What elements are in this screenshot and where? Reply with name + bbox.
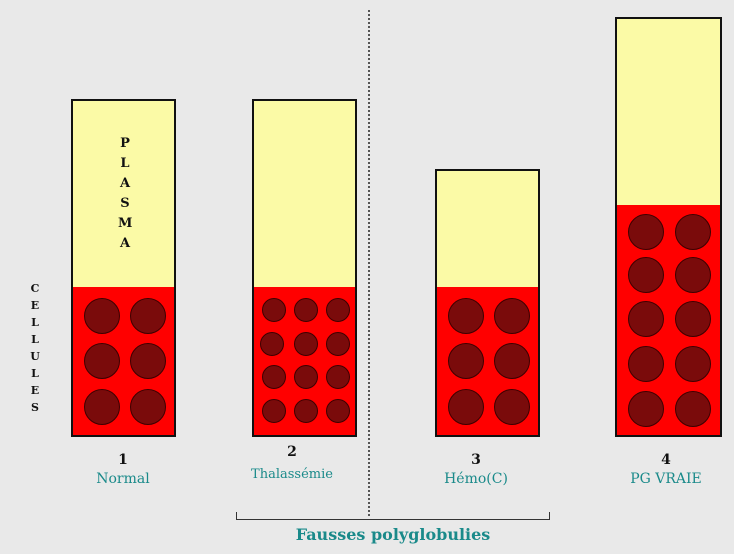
vertical-letter: L [120,156,130,171]
vertical-letter: C [30,282,40,295]
red-cell [326,365,350,389]
cells-layer [73,287,174,435]
cells-layer [254,287,355,435]
red-cell [262,298,286,322]
red-cell [494,343,530,379]
red-cell [448,343,484,379]
red-cell [84,389,120,425]
red-cell [494,389,530,425]
group-label: Fausses polyglobulies [295,525,491,544]
red-cell [628,257,664,293]
red-cell [628,391,664,427]
vertical-letter: L [31,316,39,329]
red-cell [326,399,350,423]
group-bracket [236,512,550,520]
red-cell [84,298,120,334]
red-cell [494,298,530,334]
red-cell [675,214,711,250]
tube-thalassemie [252,99,357,437]
red-cell [130,389,166,425]
red-cell [628,214,664,250]
red-cell [326,298,350,322]
plasma-layer [73,101,174,287]
red-cell [675,391,711,427]
tube-number: 1 [118,452,128,468]
red-cell [84,343,120,379]
red-cell [262,365,286,389]
vertical-letter: E [30,384,40,397]
vertical-letter: A [119,176,131,191]
vertical-letter: M [118,216,133,231]
vertical-letter: P [120,136,130,151]
tube-pg-vraie [615,17,722,437]
tube-number: 3 [471,452,481,468]
red-cell [628,301,664,337]
vertical-letter: L [31,333,39,346]
vertical-letter: A [119,236,131,251]
vertical-letter: L [31,367,39,380]
red-cell [130,343,166,379]
red-cell [294,332,318,356]
tube-hemo-c [435,169,540,437]
red-cell [448,298,484,334]
red-cell [260,332,284,356]
tube-number: 2 [287,444,297,460]
tube-number: 4 [661,452,671,468]
red-cell [675,301,711,337]
cells-layer [617,205,720,435]
red-cell [262,399,286,423]
tube-name: Thalassémie [251,467,333,482]
vertical-letter: S [120,196,130,211]
red-cell [675,257,711,293]
red-cell [294,399,318,423]
plasma-layer [254,101,355,287]
vertical-letter: U [30,350,40,363]
red-cell [294,365,318,389]
cells-layer [437,287,538,435]
vertical-letter: E [30,299,40,312]
red-cell [130,298,166,334]
dotted-divider [368,10,370,516]
red-cell [294,298,318,322]
plasma-layer [617,19,720,205]
red-cell [326,332,350,356]
tube-name: Hémo(C) [444,471,508,487]
red-cell [628,346,664,382]
tube-name: Normal [96,471,150,487]
vertical-letter: S [31,401,39,414]
red-cell [448,389,484,425]
tube-name: PG VRAIE [630,471,702,487]
red-cell [675,346,711,382]
plasma-layer [437,171,538,287]
